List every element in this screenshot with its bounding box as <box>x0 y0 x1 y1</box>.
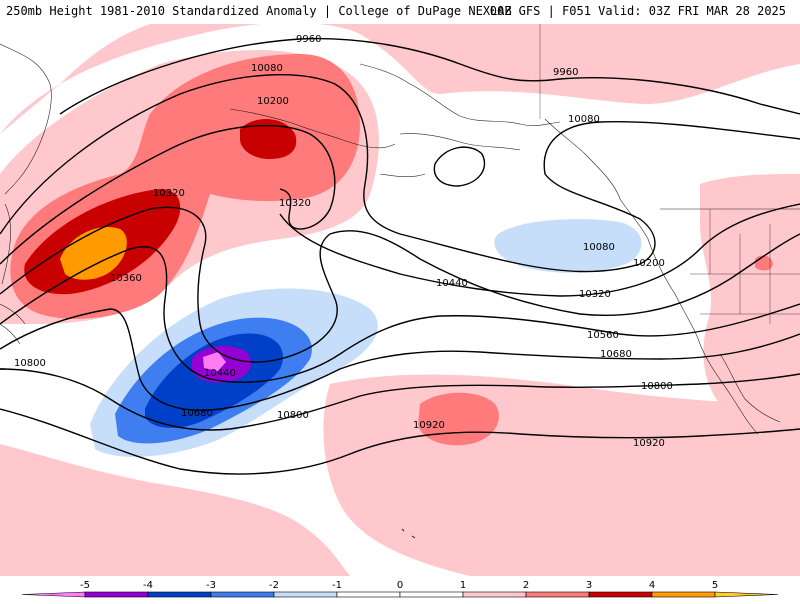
contour-label-9960-b: 9960 <box>553 67 578 78</box>
anomaly-colorbar: -5 -4 -3 -2 -1 0 1 2 3 4 5 <box>0 576 800 600</box>
coastlines <box>0 24 800 539</box>
contour-label-10080-b: 10080 <box>568 114 600 125</box>
colorbar-tick-label: -4 <box>143 580 153 591</box>
colorbar-segment <box>525 591 590 598</box>
contour-label-10920-b: 10920 <box>633 438 665 449</box>
height-contours <box>0 37 800 475</box>
colorbar-segment <box>462 591 527 598</box>
colorbar-tick-label: 2 <box>523 580 529 591</box>
contour-label-10680-b: 10680 <box>181 408 213 419</box>
colorbar-ticks: -5 -4 -3 -2 -1 0 1 2 3 4 5 <box>80 580 718 591</box>
contour-label-10320-c: 10320 <box>579 289 611 300</box>
colorbar-canvas: -5 -4 -3 -2 -1 0 1 2 3 4 5 <box>21 580 779 598</box>
contour-label-10800-c: 10800 <box>641 381 673 392</box>
colorbar-segments <box>21 591 779 598</box>
header-bar: 250mb Height 1981-2010 Standardized Anom… <box>0 0 800 24</box>
colorbar-segment <box>210 591 275 598</box>
contour-label-10800-a: 10800 <box>14 358 46 369</box>
colorbar-tick-label: 3 <box>586 580 592 591</box>
contour-label-9960-a: 9960 <box>296 34 321 45</box>
colorbar-tick-label: -2 <box>269 580 279 591</box>
colorbar-segment <box>147 591 212 598</box>
contour-label-10320-b: 10320 <box>279 198 311 209</box>
anomaly-positive-4-region <box>60 227 127 280</box>
contour-label-10080-a: 10080 <box>251 63 283 74</box>
colorbar-segment <box>21 591 86 598</box>
colorbar-segment <box>714 591 779 598</box>
colorbar-tick-label: -3 <box>206 580 216 591</box>
contour-label-10920-a: 10920 <box>413 420 445 431</box>
colorbar-tick-label: 1 <box>460 580 466 591</box>
contour-label-10200-b: 10200 <box>633 258 665 269</box>
colorbar-tick-label: 5 <box>712 580 718 591</box>
contour-label-10680-a: 10680 <box>600 349 632 360</box>
contour-labels: 9960 9960 10080 10080 10080 10200 10200 … <box>14 34 673 449</box>
anomaly-negative-5-region <box>203 352 226 371</box>
map-title: 250mb Height 1981-2010 Standardized Anom… <box>6 4 512 18</box>
contour-label-10440-b: 10440 <box>204 368 236 379</box>
model-run-info: 00Z GFS | F051 Valid: 03Z FRI MAR 28 202… <box>489 4 786 18</box>
colorbar-tick-label: -1 <box>332 580 342 591</box>
colorbar-tick-label: 0 <box>397 580 403 591</box>
contour-label-10080-c: 10080 <box>583 242 615 253</box>
colorbar-segment <box>588 591 653 598</box>
contour-label-10560: 10560 <box>587 330 619 341</box>
map-panel[interactable]: 9960 9960 10080 10080 10080 10200 10200 … <box>0 24 800 576</box>
contour-label-10320-a: 10320 <box>153 188 185 199</box>
colorbar-segment <box>336 591 401 598</box>
colorbar-segment <box>651 591 716 598</box>
contour-label-10800-b: 10800 <box>277 410 309 421</box>
colorbar-tick-label: -5 <box>80 580 90 591</box>
contour-label-10200-a: 10200 <box>257 96 289 107</box>
map-canvas[interactable]: 9960 9960 10080 10080 10080 10200 10200 … <box>0 24 800 576</box>
colorbar-segment <box>273 591 338 598</box>
colorbar-tick-label: 4 <box>649 580 655 591</box>
colorbar-segment <box>84 591 149 598</box>
contour-label-10440-a: 10440 <box>436 278 468 289</box>
contour-label-10360: 10360 <box>110 273 142 284</box>
colorbar-segment <box>399 591 464 598</box>
